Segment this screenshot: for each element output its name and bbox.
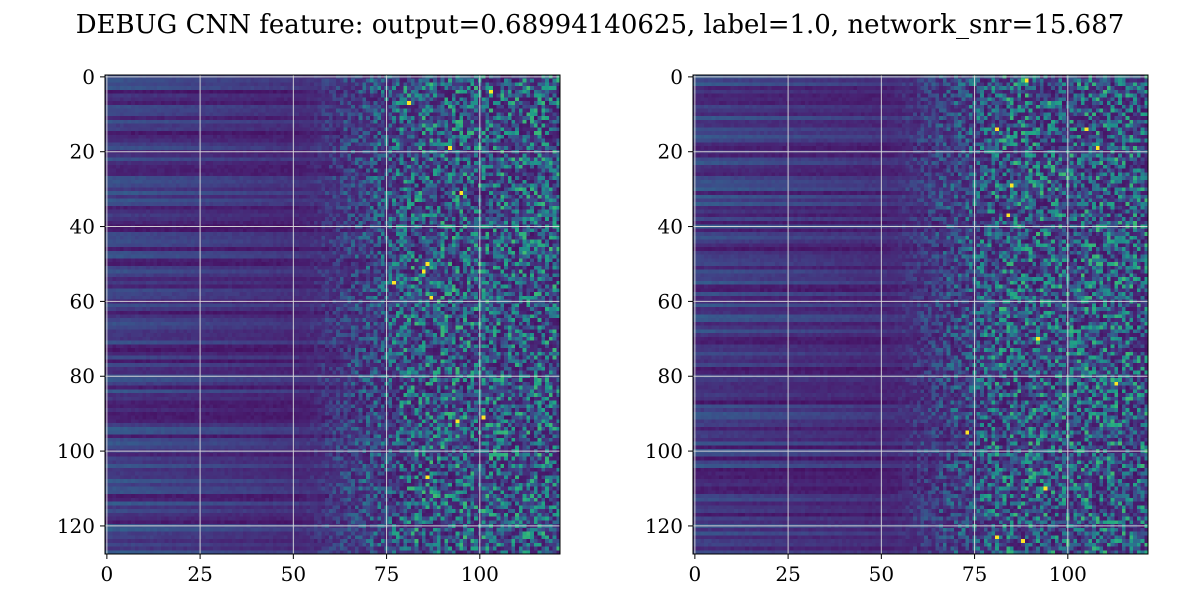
x-tick-label: 50	[869, 562, 894, 586]
x-tick-label: 25	[187, 562, 212, 586]
x-tick-label: 0	[100, 562, 113, 586]
heatmap-image	[693, 75, 1148, 554]
y-tick-label: 20	[658, 140, 683, 164]
x-tick-label: 50	[281, 562, 306, 586]
y-tick-label: 40	[658, 215, 683, 239]
x-tick-label: 75	[374, 562, 399, 586]
x-tick-label: 100	[461, 562, 499, 586]
figure-title: DEBUG CNN feature: output=0.68994140625,…	[76, 10, 1125, 40]
x-tick-label: 25	[775, 562, 800, 586]
axes-frame	[692, 74, 1149, 555]
heatmap-cells	[693, 75, 1148, 554]
y-tick-label: 60	[658, 289, 683, 313]
heatmap-cells	[105, 75, 560, 554]
y-tick-label: 80	[658, 364, 683, 388]
x-tick-label: 100	[1049, 562, 1087, 586]
heatmap-image	[105, 75, 560, 554]
y-tick-label: 100	[57, 439, 95, 463]
y-tick-label: 20	[70, 140, 95, 164]
y-tick-label: 0	[82, 65, 95, 89]
y-tick-label: 80	[70, 364, 95, 388]
y-tick-label: 0	[670, 65, 683, 89]
y-tick-label: 100	[645, 439, 683, 463]
heatmap-panel-left: 0 25 50 75 100 0 20 40 60 80 100 120	[57, 65, 561, 586]
y-tick-label: 120	[645, 514, 683, 538]
heatmap-panel-right: 0 25 50 75 100 0 20 40 60 80 100 120	[645, 65, 1149, 586]
x-tick-label: 75	[962, 562, 987, 586]
x-tick-label: 0	[688, 562, 701, 586]
y-tick-label: 40	[70, 215, 95, 239]
y-tick-label: 60	[70, 289, 95, 313]
y-tick-label: 120	[57, 514, 95, 538]
axes-frame	[104, 74, 561, 555]
